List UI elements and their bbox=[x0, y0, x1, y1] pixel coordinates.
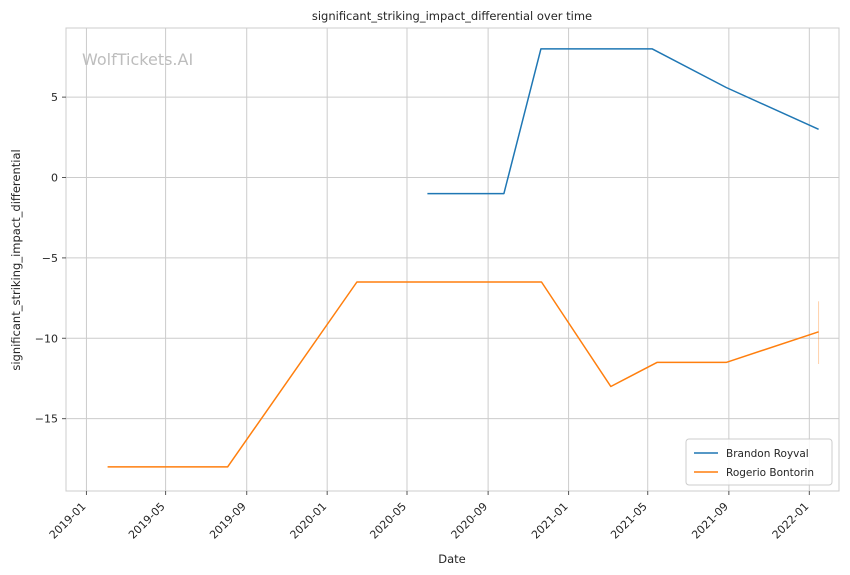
y-tick-label: −5 bbox=[42, 252, 58, 265]
x-tick-label: 2019-09 bbox=[207, 500, 249, 542]
series-layer bbox=[107, 48, 820, 468]
legend: Brandon Royval Rogerio Bontorin bbox=[685, 438, 833, 486]
x-tick-label: 2020-05 bbox=[367, 500, 409, 542]
y-tick-label: 0 bbox=[51, 172, 58, 185]
chart-title: significant_striking_impact_differential… bbox=[312, 9, 592, 23]
y-tick-label: −15 bbox=[35, 413, 58, 426]
x-tick-label: 2021-01 bbox=[529, 500, 571, 542]
legend-label-brandon-royval: Brandon Royval bbox=[726, 448, 809, 460]
series-line-brandon-royval bbox=[427, 48, 819, 195]
grid bbox=[66, 28, 839, 491]
x-tick-label: 2019-01 bbox=[47, 500, 89, 542]
x-tick-label: 2019-05 bbox=[126, 500, 168, 542]
x-tick-label: 2022-01 bbox=[770, 500, 812, 542]
legend-box bbox=[685, 438, 833, 486]
y-tick-label: −10 bbox=[35, 332, 58, 345]
plot-frame bbox=[65, 27, 840, 492]
x-tick-label: 2021-09 bbox=[689, 500, 731, 542]
watermark-text: WolfTickets.AI bbox=[82, 50, 193, 69]
x-axis-label: Date bbox=[438, 552, 466, 566]
x-tick-label: 2020-09 bbox=[449, 500, 491, 542]
y-axis-label: significant_striking_impact_differential bbox=[9, 149, 23, 370]
series-line-rogerio-bontorin bbox=[107, 281, 819, 468]
x-tick-label: 2020-01 bbox=[288, 500, 330, 542]
legend-label-rogerio-bontorin: Rogerio Bontorin bbox=[726, 467, 814, 479]
x-tick-label: 2021-05 bbox=[608, 500, 650, 542]
y-tick-label: 5 bbox=[51, 91, 58, 104]
